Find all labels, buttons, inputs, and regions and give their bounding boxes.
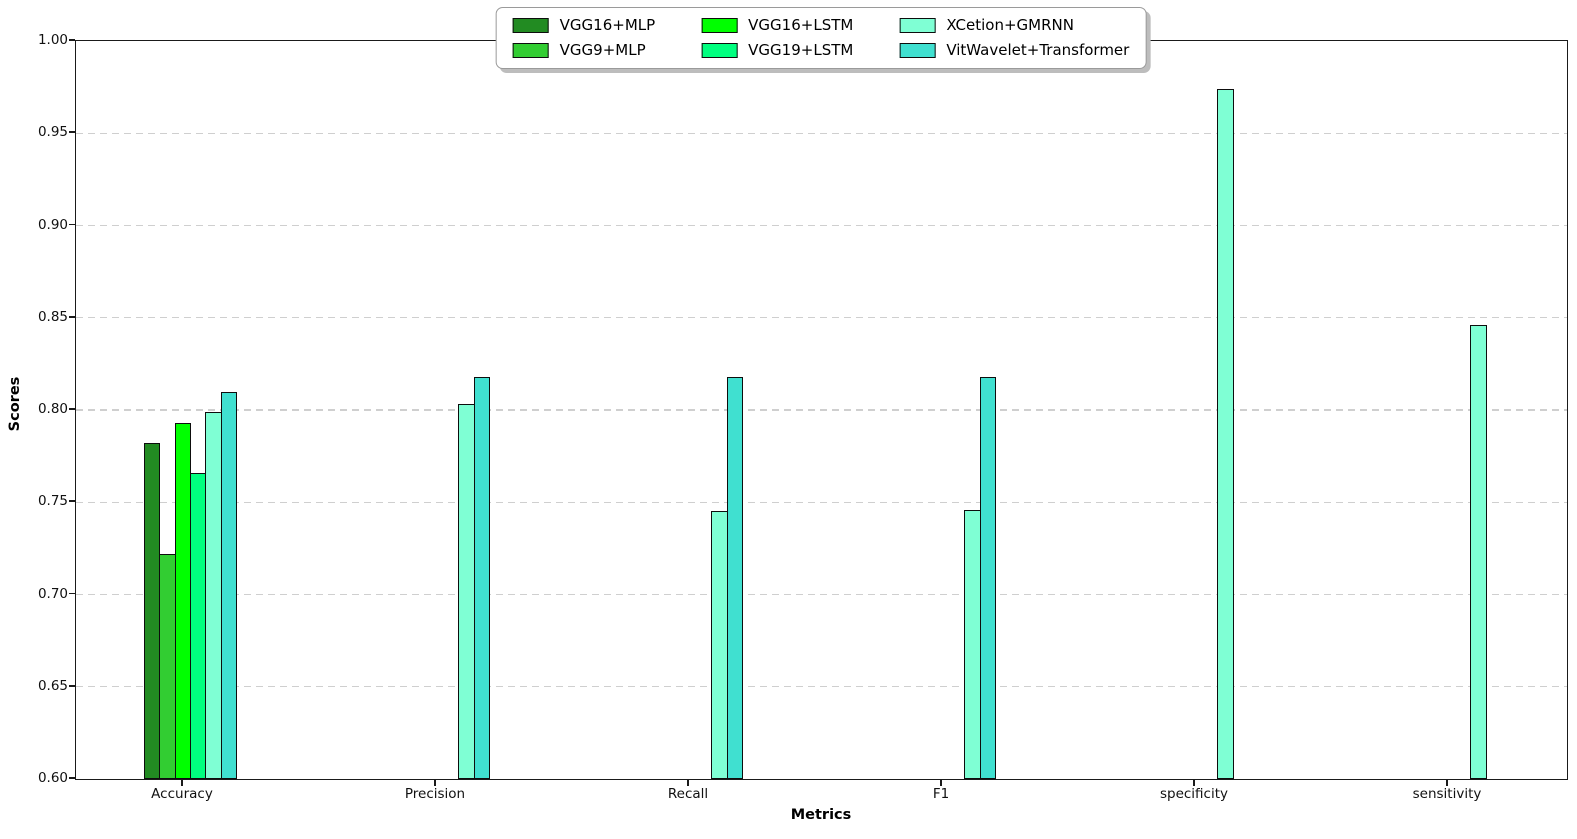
- bar-Accuracy-VGG16+MLP: [144, 443, 161, 779]
- x-tick-mark: [687, 780, 689, 786]
- bar-Accuracy-VGG16+LSTM: [174, 422, 191, 779]
- legend-item: VGG19+LSTM: [701, 41, 853, 60]
- x-tick-label: specificity: [1159, 786, 1229, 802]
- x-tick-label: F1: [932, 786, 950, 802]
- y-tick-label: 0.65: [37, 677, 68, 694]
- bar-Precision-XCetion+GMRNN: [458, 404, 475, 779]
- x-tick-mark: [1193, 780, 1195, 786]
- gridline: [76, 317, 1567, 319]
- bar-Accuracy-XCetion+GMRNN: [205, 411, 222, 779]
- legend-label: VGG19+LSTM: [748, 41, 854, 59]
- legend-label: VGG16+LSTM: [748, 16, 854, 34]
- legend-label: XCetion+GMRNN: [946, 16, 1074, 34]
- bar-Accuracy-VitWavelet+Transformer: [220, 391, 237, 779]
- legend-label: VitWavelet+Transformer: [946, 41, 1130, 59]
- legend-swatch: [701, 43, 738, 58]
- bar-Recall-VitWavelet+Transformer: [726, 376, 743, 779]
- x-tick-label: sensitivity: [1412, 786, 1482, 802]
- x-axis-label: Metrics: [790, 807, 852, 823]
- y-tick-mark: [69, 131, 75, 134]
- x-tick-mark: [434, 780, 436, 786]
- gridline: [76, 132, 1567, 134]
- legend: VGG16+MLP VGG9+MLP VGG16+LSTM VGG19+LSTM XCe…: [495, 7, 1147, 69]
- y-tick-mark: [69, 39, 75, 41]
- y-tick-mark: [69, 684, 75, 687]
- gridline: [76, 409, 1567, 411]
- y-tick-label: 0.60: [37, 770, 68, 786]
- legend-item: XCetion+GMRNN: [899, 16, 1129, 35]
- y-tick-mark: [69, 223, 75, 226]
- x-tick-mark: [1446, 780, 1448, 786]
- bar-sensitivity-XCetion+GMRNN: [1470, 325, 1487, 779]
- legend-label: VGG16+MLP: [559, 16, 656, 34]
- y-tick-mark: [69, 592, 75, 595]
- legend-swatch: [899, 18, 936, 33]
- bar-Precision-VitWavelet+Transformer: [473, 376, 490, 779]
- x-tick-label: Precision: [404, 786, 466, 802]
- x-tick-label: Recall: [667, 786, 709, 802]
- legend-item: VGG16+LSTM: [701, 16, 853, 35]
- legend-item: VitWavelet+Transformer: [899, 41, 1129, 60]
- plot-area: [75, 40, 1568, 780]
- x-tick-mark: [181, 780, 183, 786]
- bar-Recall-XCetion+GMRNN: [711, 511, 728, 779]
- gridline: [76, 501, 1567, 503]
- legend-swatch: [512, 43, 549, 58]
- gridline: [76, 686, 1567, 688]
- legend-swatch: [512, 18, 549, 33]
- y-tick-label: 0.90: [37, 216, 68, 233]
- legend-item: VGG16+MLP: [512, 16, 656, 35]
- bar-specificity-XCetion+GMRNN: [1217, 88, 1234, 779]
- y-tick-label: 0.85: [37, 308, 68, 325]
- x-tick-label: Accuracy: [151, 786, 213, 802]
- bar-F1-XCetion+GMRNN: [964, 509, 981, 779]
- x-tick-mark: [940, 780, 942, 786]
- legend-label: VGG9+MLP: [559, 41, 646, 59]
- legend-item: VGG9+MLP: [512, 41, 656, 60]
- gridline: [76, 593, 1567, 596]
- bar-Accuracy-VGG9+MLP: [159, 553, 176, 779]
- y-tick-label: 0.80: [37, 401, 68, 417]
- y-tick-label: 0.95: [37, 124, 68, 141]
- y-tick-mark: [69, 315, 75, 318]
- bar-F1-VitWavelet+Transformer: [979, 376, 996, 779]
- y-tick-mark: [69, 777, 75, 779]
- y-tick-label: 0.75: [37, 493, 68, 510]
- legend-swatch: [701, 18, 738, 33]
- legend-swatch: [899, 43, 936, 58]
- y-tick-label: 0.70: [37, 585, 68, 602]
- bar-Accuracy-VGG19+LSTM: [189, 472, 207, 779]
- y-tick-mark: [69, 500, 75, 503]
- gridline: [76, 224, 1567, 227]
- y-tick-mark: [69, 408, 75, 410]
- y-tick-label: 1.00: [37, 32, 68, 48]
